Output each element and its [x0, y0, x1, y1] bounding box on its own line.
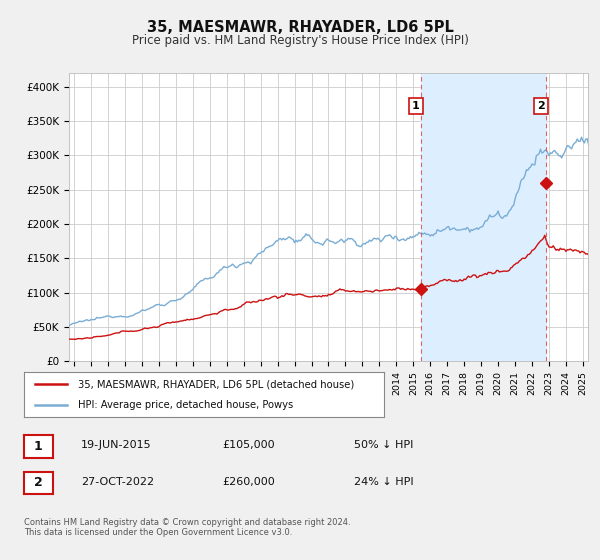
Text: 24% ↓ HPI: 24% ↓ HPI	[354, 477, 413, 487]
Text: 2: 2	[34, 476, 43, 489]
Bar	[421, 73, 546, 361]
Text: 35, MAESMAWR, RHAYADER, LD6 5PL (detached house): 35, MAESMAWR, RHAYADER, LD6 5PL (detache…	[78, 380, 354, 390]
Text: 1: 1	[34, 440, 43, 453]
Text: £260,000: £260,000	[222, 477, 275, 487]
Text: 2: 2	[537, 101, 545, 111]
Text: 27-OCT-2022: 27-OCT-2022	[81, 477, 154, 487]
Text: £105,000: £105,000	[222, 440, 275, 450]
Text: Price paid vs. HM Land Registry's House Price Index (HPI): Price paid vs. HM Land Registry's House …	[131, 34, 469, 46]
Text: 50% ↓ HPI: 50% ↓ HPI	[354, 440, 413, 450]
Text: Contains HM Land Registry data © Crown copyright and database right 2024.
This d: Contains HM Land Registry data © Crown c…	[24, 518, 350, 538]
Text: HPI: Average price, detached house, Powys: HPI: Average price, detached house, Powy…	[78, 400, 293, 410]
Text: 19-JUN-2015: 19-JUN-2015	[81, 440, 152, 450]
Text: 35, MAESMAWR, RHAYADER, LD6 5PL: 35, MAESMAWR, RHAYADER, LD6 5PL	[146, 20, 454, 35]
Text: 1: 1	[412, 101, 420, 111]
